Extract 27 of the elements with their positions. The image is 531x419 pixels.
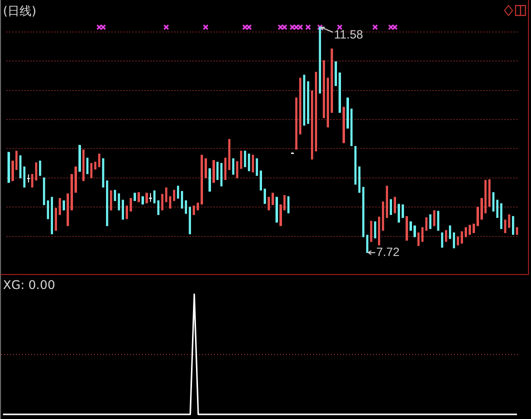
candlestick <box>62 200 65 210</box>
annotation: 11.58 <box>334 28 364 42</box>
candlestick <box>244 150 246 168</box>
candlestick <box>398 204 400 223</box>
candlestick <box>342 106 345 144</box>
annotation: 7.72 <box>376 244 400 259</box>
candlestick <box>180 190 184 209</box>
candlestick <box>46 200 50 220</box>
chart-title: XG: 0.00 <box>3 278 56 292</box>
candlestick <box>176 186 180 199</box>
candlestick <box>145 192 148 204</box>
candlestick <box>268 196 270 210</box>
candlestick <box>184 200 188 214</box>
candlestick <box>322 60 325 118</box>
candlestick <box>394 196 396 214</box>
candlestick <box>110 190 112 210</box>
candlestick <box>460 231 463 244</box>
candlestick <box>122 200 124 220</box>
candlestick <box>276 196 278 223</box>
candlestick <box>78 144 81 172</box>
candlestick <box>118 193 120 210</box>
candlestick <box>188 206 191 234</box>
candlestick <box>452 232 456 248</box>
chart-title: (日线) <box>3 4 36 18</box>
candlestick <box>488 179 491 207</box>
candlestick <box>208 168 211 192</box>
candlestick <box>413 225 416 238</box>
